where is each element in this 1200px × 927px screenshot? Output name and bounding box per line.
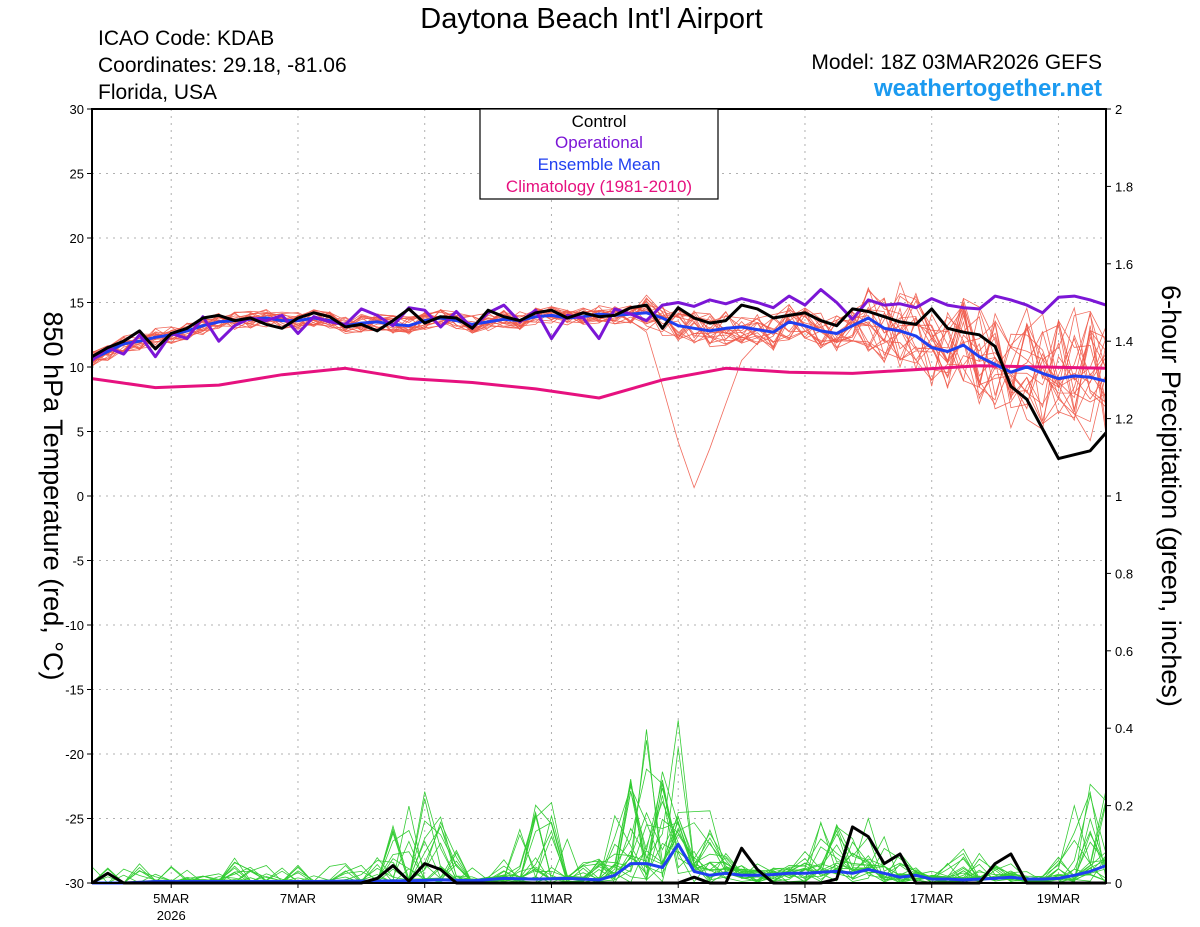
y-tick-label: -25 bbox=[65, 812, 84, 827]
temp-member-line bbox=[91, 295, 1107, 428]
y-tick-label: -5 bbox=[72, 554, 84, 569]
icao-code: ICAO Code: KDAB bbox=[98, 27, 275, 50]
x-tick-label: 13MAR bbox=[657, 891, 700, 906]
ensemble-members bbox=[91, 281, 1107, 884]
operational-temp-line bbox=[91, 288, 1107, 362]
legend-climatology: Climatology (1981-2010) bbox=[506, 177, 692, 196]
y-tick-label: -10 bbox=[65, 618, 84, 633]
legend-control: Control bbox=[572, 112, 627, 131]
axes: -30 -25 -20 -15 -10 -5 0 5 10 15 20 25 30 0 0.2 0.4 0.6 0… bbox=[65, 102, 1133, 923]
control-temp-line bbox=[91, 303, 1108, 461]
legend-operational: Operational bbox=[555, 133, 643, 152]
x-tick-label: 11MAR bbox=[530, 891, 572, 906]
ensemble-mean-precip-line bbox=[92, 842, 1107, 885]
x-tick-label: 15MAR bbox=[783, 891, 826, 906]
precip-member-line bbox=[92, 787, 1107, 884]
x-tick-label: 7MAR bbox=[280, 891, 316, 906]
y2-tick-label: 1.6 bbox=[1115, 257, 1133, 272]
x-tick-year: 2026 bbox=[157, 908, 186, 923]
temp-member-line bbox=[91, 300, 1107, 407]
precip-member-line bbox=[92, 817, 1107, 884]
x-tick-label: 19MAR bbox=[1037, 891, 1080, 906]
legend: Control Operational Ensemble Mean Climat… bbox=[479, 108, 719, 200]
y2-tick-label: 0 bbox=[1115, 876, 1122, 891]
y2-axis-title: 6-hour Precipitation (green, inches) bbox=[1156, 285, 1186, 707]
y-tick-label: 5 bbox=[77, 425, 84, 440]
grid bbox=[92, 109, 1106, 883]
y2-tick-label: 1.2 bbox=[1115, 412, 1133, 427]
y2-tick-label: 1.8 bbox=[1115, 179, 1133, 194]
page-title: Daytona Beach Int'l Airport bbox=[420, 3, 763, 35]
site-name[interactable]: weathertogether.net bbox=[873, 75, 1102, 102]
y-tick-label: 0 bbox=[77, 489, 84, 504]
precip-member-line bbox=[92, 783, 1107, 884]
y-tick-label: 10 bbox=[70, 360, 84, 375]
y2-tick-label: 2 bbox=[1115, 102, 1122, 117]
y-axis-title: 850 hPa Temperature (red, °C) bbox=[38, 312, 68, 681]
y-tick-label: 15 bbox=[70, 296, 84, 311]
model-run: Model: 18Z 03MAR2026 GEFS bbox=[811, 51, 1102, 74]
climatology-1981-2010-temp-line bbox=[91, 364, 1107, 400]
x-tick-label: 9MAR bbox=[407, 891, 443, 906]
y-tick-label: 30 bbox=[70, 102, 84, 117]
y-tick-label: 20 bbox=[70, 231, 84, 246]
temp-member-line bbox=[91, 295, 1107, 489]
y2-tick-label: 0.4 bbox=[1115, 721, 1133, 736]
x-tick-label: 17MAR bbox=[910, 891, 953, 906]
x-tick-label: 5MAR bbox=[153, 891, 189, 906]
y-tick-label: -20 bbox=[65, 747, 84, 762]
coordinates: Coordinates: 29.18, -81.06 bbox=[98, 54, 347, 77]
y2-tick-label: 0.2 bbox=[1115, 799, 1133, 814]
series-lines bbox=[91, 288, 1108, 885]
legend-ensemble-mean: Ensemble Mean bbox=[538, 155, 661, 174]
y-tick-label: -15 bbox=[65, 683, 84, 698]
y2-tick-label: 0.8 bbox=[1115, 566, 1133, 581]
y2-tick-label: 1 bbox=[1115, 489, 1122, 504]
legend-box bbox=[479, 108, 719, 200]
region: Florida, USA bbox=[98, 81, 218, 104]
precip-member-line bbox=[92, 783, 1107, 884]
temp-member-line bbox=[91, 286, 1107, 430]
precip-member-line bbox=[92, 814, 1107, 884]
y2-tick-label: 0.6 bbox=[1115, 644, 1133, 659]
y-tick-label: 25 bbox=[70, 167, 84, 182]
y-tick-label: -30 bbox=[65, 876, 84, 891]
y2-tick-label: 1.4 bbox=[1115, 334, 1133, 349]
